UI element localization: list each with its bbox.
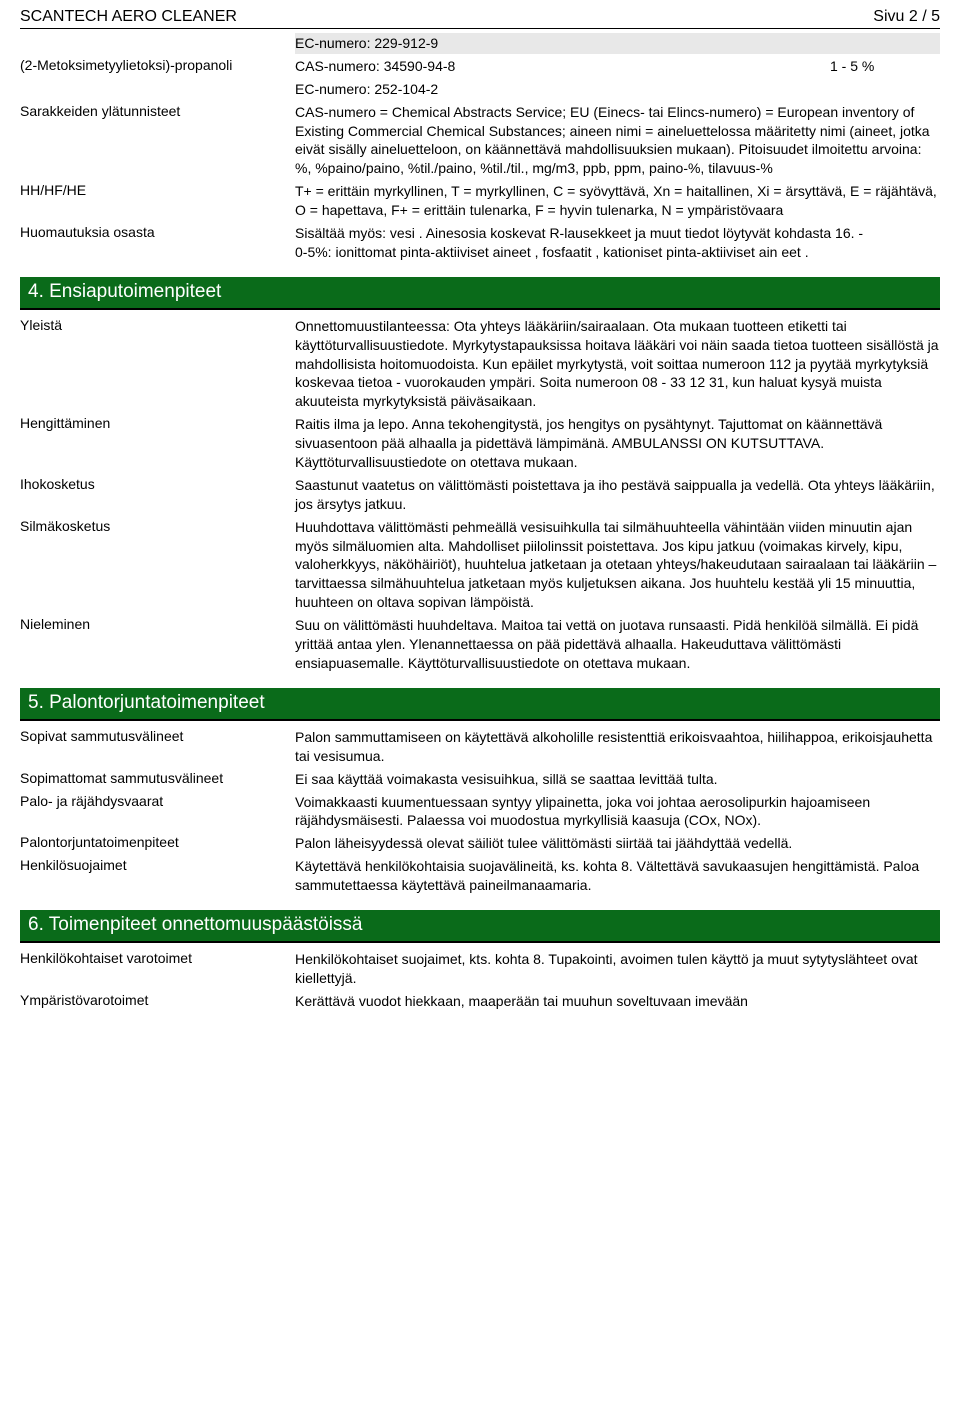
row-label [20, 33, 295, 35]
section-row-value: Palon sammuttamiseen on käytettävä alkoh… [295, 727, 940, 767]
row-label: HH/HF/HE [20, 181, 295, 199]
section-row-value: Henkilökohtaiset suojaimet, kts. kohta 8… [295, 949, 940, 989]
content-row: EC-numero: 229-912-9 [20, 33, 940, 54]
section-row-value: Huuhdottava välittömästi pehmeällä vesis… [295, 517, 940, 613]
section-row-value: Raitis ilma ja lepo. Anna tekohengitystä… [295, 414, 940, 473]
section-row: Sopivat sammutusvälineetPalon sammuttami… [20, 727, 940, 767]
content-row: (2-Metoksimetyylietoksi)-propanoliCAS-nu… [20, 56, 940, 77]
section-row: IhokosketusSaastunut vaatetus on välittö… [20, 475, 940, 515]
row-value-right: 1 - 5 % [820, 57, 940, 76]
row-value: T+ = erittäin myrkyllinen, T = myrkyllin… [295, 181, 940, 221]
section-row-value: Saastunut vaatetus on välittömästi poist… [295, 475, 940, 515]
content-row: HH/HF/HET+ = erittäin myrkyllinen, T = m… [20, 181, 940, 221]
section-row-label: Ihokosketus [20, 475, 295, 493]
section-row: HenkilösuojaimetKäytettävä henkilökohtai… [20, 856, 940, 896]
row-label: (2-Metoksimetyylietoksi)-propanoli [20, 56, 295, 74]
document-title: SCANTECH AERO CLEANER [20, 8, 237, 26]
section-row-value: Käytettävä henkilökohtaisia suojavälinei… [295, 856, 940, 896]
content-row: Sarakkeiden ylätunnisteetCAS-numero = Ch… [20, 102, 940, 180]
section-row-value: Kerättävä vuodot hiekkaan, maaperään tai… [295, 991, 940, 1012]
value-line: Sisältää myös: vesi . Ainesosia koskevat… [295, 224, 940, 243]
page-number: Sivu 2 / 5 [873, 8, 940, 26]
sections: 4. Ensiaputoimenpiteet YleistäOnnettomuus… [20, 277, 940, 1012]
section-row-label: Sopivat sammutusvälineet [20, 727, 295, 745]
section-row-value: Ei saa käyttää voimakasta vesisuihkua, s… [295, 769, 940, 790]
section-row-label: Ympäristövarotoimet [20, 991, 295, 1009]
page-container: SCANTECH AERO CLEANER Sivu 2 / 5 EC-nume… [0, 0, 960, 1034]
row-value: EC-numero: 229-912-9 [295, 33, 940, 54]
section-row-label: Nieleminen [20, 615, 295, 633]
row-value: EC-numero: 252-104-2 [295, 79, 940, 100]
section-row-label: Sopimattomat sammutusvälineet [20, 769, 295, 787]
section-row-label: Henkilösuojaimet [20, 856, 295, 874]
content-row: Huomautuksia osastaSisältää myös: vesi .… [20, 223, 940, 263]
row-value: CAS-numero: 34590-94-81 - 5 % [295, 56, 940, 77]
value-line: CAS-numero = Chemical Abstracts Service;… [295, 103, 940, 179]
section-row: SilmäkosketusHuuhdottava välittömästi pe… [20, 517, 940, 613]
row-value: Sisältää myös: vesi . Ainesosia koskevat… [295, 223, 940, 263]
value-line: EC-numero: 252-104-2 [295, 80, 940, 99]
section-header: 4. Ensiaputoimenpiteet [20, 277, 940, 310]
section-row-label: Henkilökohtaiset varotoimet [20, 949, 295, 967]
section-row: Palo- ja räjähdysvaaratVoimakkaasti kuum… [20, 792, 940, 832]
section-row: NieleminenSuu on välittömästi huuhdeltav… [20, 615, 940, 674]
section-row: Henkilökohtaiset varotoimetHenkilökohtai… [20, 949, 940, 989]
value-line: T+ = erittäin myrkyllinen, T = myrkyllin… [295, 182, 940, 220]
row-value-main: CAS-numero: 34590-94-8 [295, 57, 820, 76]
section-row-value: Suu on välittömästi huuhdeltava. Maitoa … [295, 615, 940, 674]
section-row-label: Yleistä [20, 316, 295, 334]
value-line: 0-5%: ionittomat pinta-aktiiviset aineet… [295, 243, 940, 262]
section-row: YmpäristövarotoimetKerättävä vuodot hiek… [20, 991, 940, 1012]
row-value: CAS-numero = Chemical Abstracts Service;… [295, 102, 940, 180]
section-header: 5. Palontorjuntatoimenpiteet [20, 688, 940, 721]
section-row-value: Voimakkaasti kuumentuessaan syntyy ylipa… [295, 792, 940, 832]
section-row-label: Palo- ja räjähdysvaarat [20, 792, 295, 810]
top-content: EC-numero: 229-912-9(2-Metoksimetyylieto… [20, 33, 940, 263]
content-row: EC-numero: 252-104-2 [20, 79, 940, 100]
section-header: 6. Toimenpiteet onnettomuuspäästöissä [20, 910, 940, 943]
page-header: SCANTECH AERO CLEANER Sivu 2 / 5 [20, 8, 940, 29]
section-row-value: Onnettomuustilanteessa: Ota yhteys lääkä… [295, 316, 940, 412]
row-label [20, 79, 295, 81]
section-row-label: Hengittäminen [20, 414, 295, 432]
section-row-label: Palontorjuntatoimenpiteet [20, 833, 295, 851]
row-label: Huomautuksia osasta [20, 223, 295, 241]
row-label: Sarakkeiden ylätunnisteet [20, 102, 295, 120]
section-row: HengittäminenRaitis ilma ja lepo. Anna t… [20, 414, 940, 473]
section-row-value: Palon läheisyydessä olevat säiliöt tulee… [295, 833, 940, 854]
section-row: YleistäOnnettomuustilanteessa: Ota yhtey… [20, 316, 940, 412]
section-row: Sopimattomat sammutusvälineetEi saa käyt… [20, 769, 940, 790]
value-line: EC-numero: 229-912-9 [295, 34, 940, 53]
section-row: PalontorjuntatoimenpiteetPalon läheisyyd… [20, 833, 940, 854]
section-row-label: Silmäkosketus [20, 517, 295, 535]
